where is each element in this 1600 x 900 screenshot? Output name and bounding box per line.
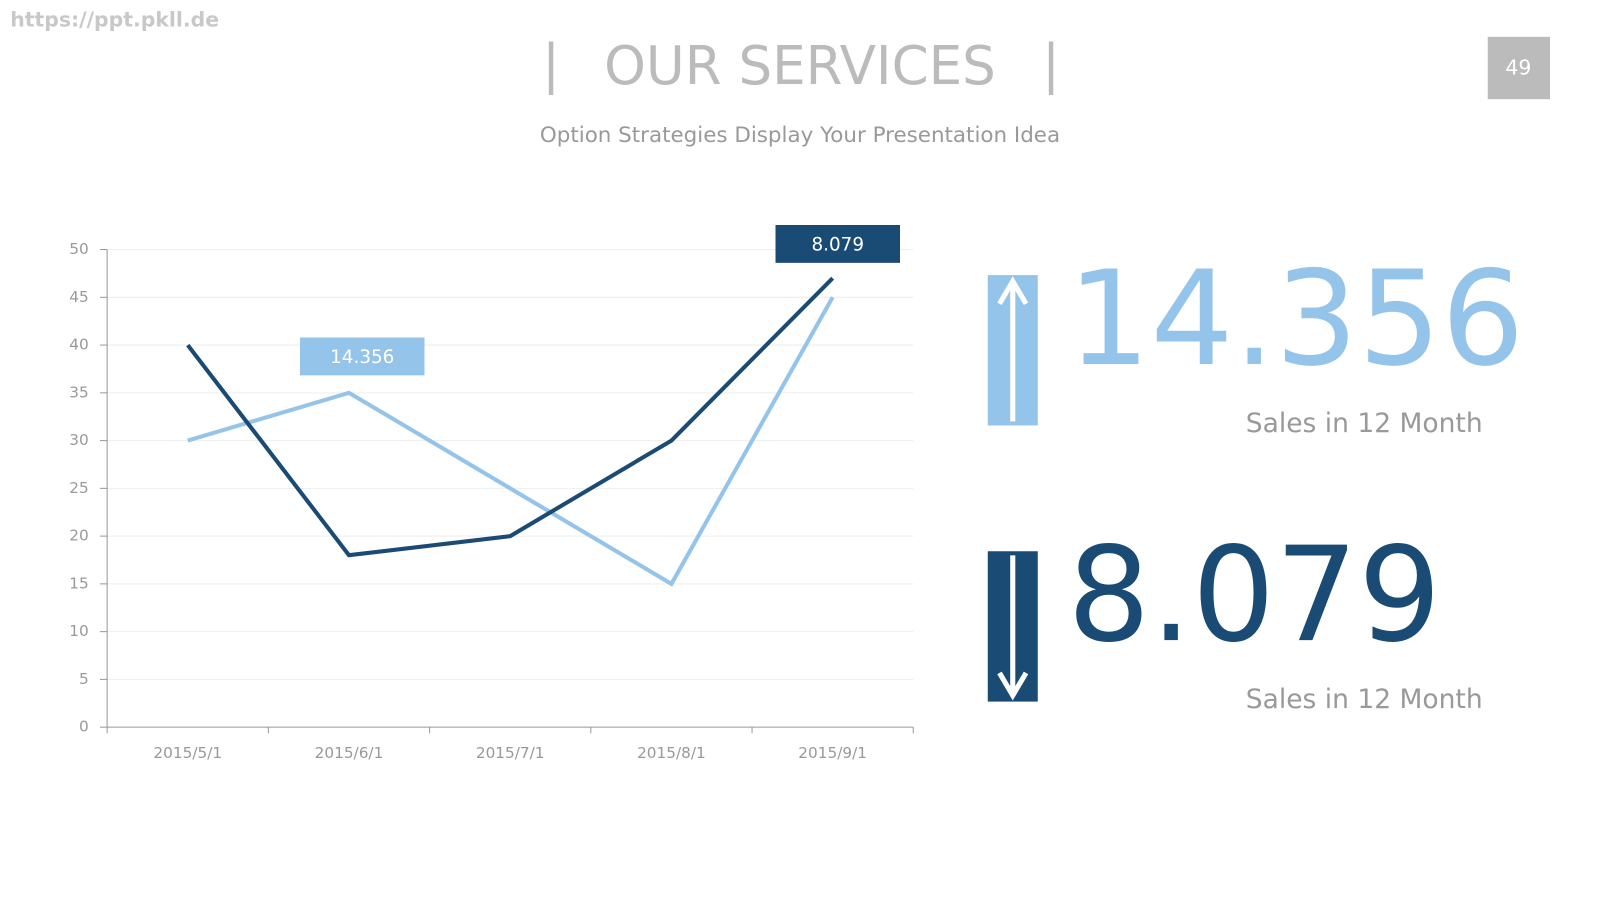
x-tick-label: 2015/8/1 bbox=[637, 744, 706, 762]
x-tick-label: 2015/9/1 bbox=[798, 744, 867, 762]
title-divider: | bbox=[1042, 33, 1060, 95]
stat-arrow-up bbox=[997, 276, 1029, 422]
page-number-box bbox=[1487, 36, 1550, 100]
annotation: 8.079 bbox=[811, 234, 864, 255]
y-tick-label: 30 bbox=[69, 431, 88, 449]
page-number: 49 bbox=[1505, 56, 1531, 80]
watermark: https://ppt.pkll.de bbox=[10, 7, 219, 31]
x-tick-label: 2015/7/1 bbox=[476, 744, 545, 762]
series-line bbox=[186, 276, 835, 558]
y-tick-label: 0 bbox=[79, 718, 89, 736]
annotation: 14.356 bbox=[330, 347, 394, 368]
stat-value: 14.356 bbox=[1067, 243, 1524, 395]
y-tick-label: 50 bbox=[69, 240, 88, 258]
y-tick-label: 10 bbox=[69, 622, 88, 640]
stat-caption: Sales in 12 Month bbox=[1246, 408, 1483, 439]
subtitle: Option Strategies Display Your Presentat… bbox=[540, 123, 1060, 148]
stat-arrow-down bbox=[997, 555, 1029, 701]
y-tick-label: 40 bbox=[69, 336, 88, 354]
stat-value: 8.079 bbox=[1067, 519, 1441, 671]
title-divider: | bbox=[542, 33, 560, 95]
annotation-box bbox=[300, 337, 425, 376]
x-tick-label: 2015/5/1 bbox=[153, 744, 222, 762]
annotation-box bbox=[775, 225, 900, 263]
y-tick-label: 20 bbox=[69, 527, 88, 545]
y-tick-label: 15 bbox=[69, 574, 88, 592]
title: OUR SERVICES bbox=[604, 35, 996, 97]
y-tick-label: 25 bbox=[69, 479, 88, 497]
y-tick-label: 45 bbox=[69, 288, 88, 306]
series-line bbox=[187, 296, 835, 587]
y-tick-label: 5 bbox=[79, 670, 89, 688]
stat-caption: Sales in 12 Month bbox=[1246, 684, 1483, 715]
x-tick-label: 2015/6/1 bbox=[315, 744, 384, 762]
y-tick-label: 35 bbox=[69, 383, 88, 401]
